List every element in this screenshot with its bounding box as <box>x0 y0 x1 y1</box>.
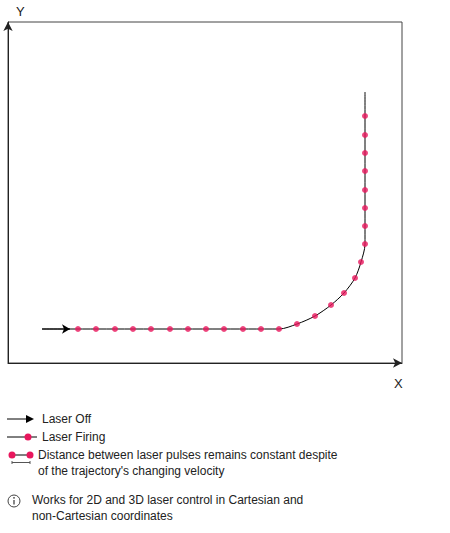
svg-text:X: X <box>394 376 403 391</box>
html-text:Laser Firing: Laser Firing <box>42 430 106 444</box>
html-text:Laser Off: Laser Off <box>42 412 92 426</box>
html-text:Works for 2D and 3D laser cont: Works for 2D and 3D laser control in Car… <box>32 493 304 523</box>
html-text:Distance between laser pulses: Distance between laser pulses remains co… <box>38 448 338 478</box>
svg-text:Y: Y <box>16 4 25 19</box>
